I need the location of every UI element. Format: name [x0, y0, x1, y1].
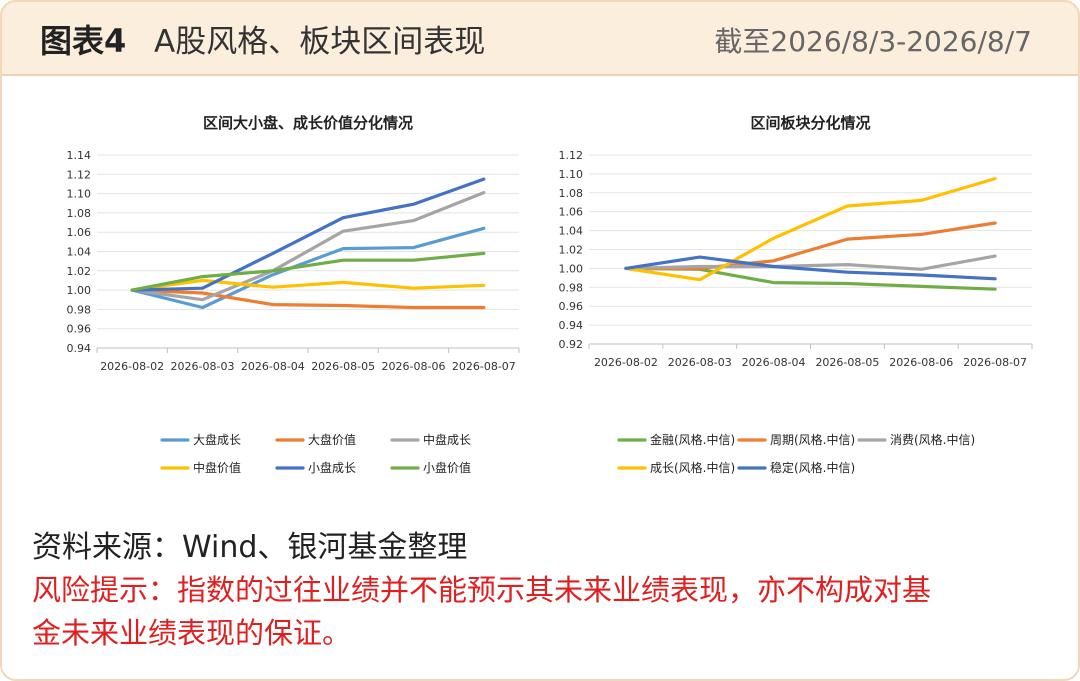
y-tick-label: 1.06	[67, 226, 92, 239]
x-tick-label: 2026-08-02	[100, 360, 164, 373]
y-tick-label: 1.04	[67, 246, 92, 259]
y-tick-label: 1.04	[559, 225, 584, 238]
y-tick-label: 1.08	[67, 207, 92, 220]
series-line-1	[624, 266, 997, 291]
risk-warning-line-2: 金未来业绩表现的保证。	[32, 616, 352, 650]
y-tick-label: 0.98	[67, 303, 92, 316]
risk-warning-line-1: 风险提示：指数的过往业绩并不能预示其未来业绩表现，亦不构成对基	[32, 573, 932, 607]
legend-label: 大盘成长	[193, 432, 241, 447]
y-tick-label: 0.92	[559, 338, 584, 351]
y-tick-label: 0.94	[559, 319, 584, 332]
series-line-6	[130, 251, 486, 292]
y-tick-label: 1.10	[559, 168, 584, 181]
y-tick-label: 1.08	[559, 187, 584, 200]
series-line-4	[130, 278, 486, 292]
y-tick-label: 0.98	[559, 281, 584, 294]
y-tick-label: 0.96	[67, 323, 92, 336]
legend-label: 大盘价值	[308, 432, 356, 447]
source-note: 资料来源：Wind、银河基金整理	[32, 530, 468, 565]
figure-label: 图表4	[40, 22, 127, 60]
date-range: 截至2026/8/3-2026/8/7	[714, 25, 1032, 58]
x-tick-label: 2026-08-05	[311, 360, 375, 373]
y-tick-label: 1.12	[559, 149, 584, 162]
legend-label: 中盘成长	[423, 432, 471, 447]
legend-label: 稳定(风格.中信)	[770, 460, 855, 475]
y-tick-label: 1.02	[67, 265, 92, 278]
legend-label: 成长(风格.中信)	[650, 460, 735, 475]
x-tick-label: 2026-08-07	[452, 360, 516, 373]
series-line-2	[130, 288, 486, 310]
x-tick-label: 2026-08-02	[594, 356, 658, 369]
legend-label: 中盘价值	[193, 460, 241, 475]
series-line-3	[624, 254, 997, 271]
series-line-5	[624, 255, 997, 281]
series-line-2	[624, 221, 997, 270]
x-tick-label: 2026-08-07	[963, 356, 1027, 369]
series-line-3	[130, 190, 486, 302]
series-line-1	[130, 226, 486, 310]
series-line-5	[130, 177, 486, 292]
legend-label: 消费(风格.中信)	[890, 432, 975, 447]
y-tick-label: 1.00	[67, 284, 92, 297]
y-tick-label: 1.06	[559, 206, 584, 219]
figure-header: 图表4 A股风格、板块区间表现 截至2026/8/3-2026/8/7	[2, 2, 1078, 76]
x-tick-label: 2026-08-03	[668, 356, 732, 369]
x-tick-label: 2026-08-06	[382, 360, 446, 373]
y-tick-label: 0.94	[67, 342, 92, 355]
y-tick-label: 1.12	[67, 168, 92, 181]
figure-title: A股风格、板块区间表现	[154, 24, 486, 60]
x-tick-label: 2026-08-05	[815, 356, 879, 369]
legend-label: 小盘成长	[308, 460, 356, 475]
x-tick-label: 2026-08-06	[889, 356, 953, 369]
x-tick-label: 2026-08-04	[241, 360, 305, 373]
y-tick-label: 1.14	[67, 149, 92, 162]
x-tick-label: 2026-08-03	[171, 360, 235, 373]
legend-label: 金融(风格.中信)	[650, 432, 735, 447]
chart-title: 区间大小盘、成长价值分化情况	[203, 114, 413, 132]
y-tick-label: 0.96	[559, 300, 584, 313]
legend-label: 小盘价值	[423, 460, 471, 475]
chart-title: 区间板块分化情况	[750, 114, 870, 132]
style-chart: 区间大小盘、成长价值分化情况 0.94 0.96 0.98 1.00 1.02 1.04 1.…	[67, 114, 520, 475]
sector-chart: 区间板块分化情况 0.92 0.94 0.96 0.98 1.00 1.02 1.04 1.06…	[559, 114, 1033, 475]
y-tick-label: 1.00	[559, 262, 584, 275]
x-tick-label: 2026-08-04	[742, 356, 806, 369]
series-line-4	[624, 176, 997, 282]
y-tick-label: 1.02	[559, 244, 584, 257]
legend-label: 周期(风格.中信)	[770, 432, 855, 447]
y-tick-label: 1.10	[67, 188, 92, 201]
